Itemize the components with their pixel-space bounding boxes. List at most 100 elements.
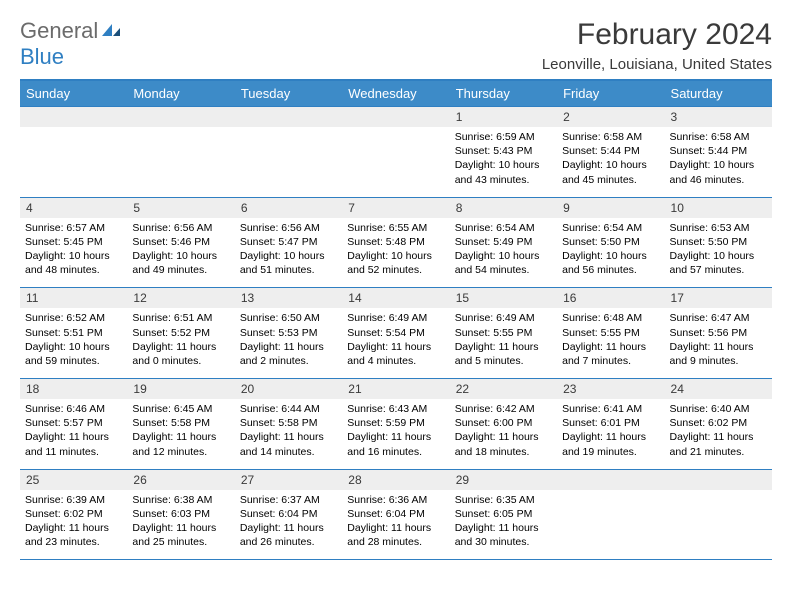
sunset-text: Sunset: 5:58 PM: [240, 416, 337, 430]
sunrise-text: Sunrise: 6:44 AM: [240, 402, 337, 416]
day-number: 19: [127, 379, 234, 400]
day-number: 13: [235, 288, 342, 309]
sunset-text: Sunset: 5:55 PM: [455, 326, 552, 340]
day-number: 25: [20, 469, 127, 490]
day-number: 24: [665, 379, 772, 400]
sunrise-text: Sunrise: 6:57 AM: [25, 221, 122, 235]
day-number: 12: [127, 288, 234, 309]
sunrise-text: Sunrise: 6:48 AM: [562, 311, 659, 325]
daylight-text: Daylight: 10 hours: [455, 158, 552, 172]
detail-row: Sunrise: 6:52 AMSunset: 5:51 PMDaylight:…: [20, 308, 772, 378]
sunrise-text: Sunrise: 6:43 AM: [347, 402, 444, 416]
daylight-text: and 30 minutes.: [455, 535, 552, 549]
daylight-text: Daylight: 10 hours: [25, 340, 122, 354]
daylight-text: and 26 minutes.: [240, 535, 337, 549]
empty-cell: [127, 127, 234, 197]
day-cell: Sunrise: 6:42 AMSunset: 6:00 PMDaylight:…: [450, 399, 557, 469]
daylight-text: Daylight: 11 hours: [562, 430, 659, 444]
day-cell: Sunrise: 6:46 AMSunset: 5:57 PMDaylight:…: [20, 399, 127, 469]
day-cell: Sunrise: 6:41 AMSunset: 6:01 PMDaylight:…: [557, 399, 664, 469]
day-number: 14: [342, 288, 449, 309]
daylight-text: Daylight: 10 hours: [132, 249, 229, 263]
brand-part2: Blue: [20, 44, 64, 69]
day-cell: Sunrise: 6:36 AMSunset: 6:04 PMDaylight:…: [342, 490, 449, 560]
day-number: 21: [342, 379, 449, 400]
day-cell: Sunrise: 6:37 AMSunset: 6:04 PMDaylight:…: [235, 490, 342, 560]
empty-daynum: [557, 469, 664, 490]
day-cell: Sunrise: 6:39 AMSunset: 6:02 PMDaylight:…: [20, 490, 127, 560]
day-cell: Sunrise: 6:54 AMSunset: 5:50 PMDaylight:…: [557, 218, 664, 288]
daylight-text: Daylight: 11 hours: [347, 430, 444, 444]
sunset-text: Sunset: 6:04 PM: [347, 507, 444, 521]
sunrise-text: Sunrise: 6:52 AM: [25, 311, 122, 325]
daylight-text: Daylight: 11 hours: [132, 430, 229, 444]
daylight-text: Daylight: 10 hours: [562, 249, 659, 263]
daylight-text: and 54 minutes.: [455, 263, 552, 277]
daylight-text: and 7 minutes.: [562, 354, 659, 368]
sunset-text: Sunset: 6:02 PM: [670, 416, 767, 430]
brand-logo: General Blue: [20, 18, 122, 70]
sunset-text: Sunset: 5:58 PM: [132, 416, 229, 430]
sunrise-text: Sunrise: 6:56 AM: [132, 221, 229, 235]
empty-daynum: [235, 107, 342, 128]
day-number: 16: [557, 288, 664, 309]
daylight-text: and 49 minutes.: [132, 263, 229, 277]
day-cell: Sunrise: 6:54 AMSunset: 5:49 PMDaylight:…: [450, 218, 557, 288]
daylight-text: and 57 minutes.: [670, 263, 767, 277]
sunrise-text: Sunrise: 6:56 AM: [240, 221, 337, 235]
daylight-text: Daylight: 10 hours: [562, 158, 659, 172]
daylight-text: Daylight: 11 hours: [455, 340, 552, 354]
daylight-text: and 4 minutes.: [347, 354, 444, 368]
sunset-text: Sunset: 5:44 PM: [670, 144, 767, 158]
empty-cell: [342, 127, 449, 197]
day-cell: Sunrise: 6:50 AMSunset: 5:53 PMDaylight:…: [235, 308, 342, 378]
sunset-text: Sunset: 5:54 PM: [347, 326, 444, 340]
daylight-text: Daylight: 11 hours: [132, 521, 229, 535]
sunrise-text: Sunrise: 6:45 AM: [132, 402, 229, 416]
sunrise-text: Sunrise: 6:54 AM: [562, 221, 659, 235]
daynum-row: 18192021222324: [20, 379, 772, 400]
empty-daynum: [342, 107, 449, 128]
empty-cell: [20, 127, 127, 197]
sunrise-text: Sunrise: 6:49 AM: [347, 311, 444, 325]
daylight-text: Daylight: 11 hours: [670, 340, 767, 354]
daylight-text: and 2 minutes.: [240, 354, 337, 368]
detail-row: Sunrise: 6:57 AMSunset: 5:45 PMDaylight:…: [20, 218, 772, 288]
sunrise-text: Sunrise: 6:51 AM: [132, 311, 229, 325]
detail-row: Sunrise: 6:46 AMSunset: 5:57 PM Daylight:…: [20, 399, 772, 469]
daylight-text: and 18 minutes.: [455, 445, 552, 459]
page-title: February 2024: [542, 18, 772, 52]
sunrise-text: Sunrise: 6:50 AM: [240, 311, 337, 325]
sunrise-text: Sunrise: 6:47 AM: [670, 311, 767, 325]
sail-icon: [100, 22, 122, 38]
day-number: 23: [557, 379, 664, 400]
sunrise-text: Sunrise: 6:46 AM: [25, 402, 122, 416]
daylight-text: and 11 minutes.: [25, 445, 122, 459]
sunset-text: Sunset: 5:49 PM: [455, 235, 552, 249]
sunset-text: Sunset: 5:46 PM: [132, 235, 229, 249]
day-number: 20: [235, 379, 342, 400]
sunset-text: Sunset: 5:50 PM: [670, 235, 767, 249]
daylight-text: and 46 minutes.: [670, 173, 767, 187]
daynum-row: 2526272829: [20, 469, 772, 490]
daylight-text: Daylight: 11 hours: [132, 340, 229, 354]
detail-row: Sunrise: 6:39 AMSunset: 6:02 PMDaylight:…: [20, 490, 772, 560]
sunset-text: Sunset: 5:56 PM: [670, 326, 767, 340]
sunrise-text: Sunrise: 6:54 AM: [455, 221, 552, 235]
sunset-text: Sunset: 5:48 PM: [347, 235, 444, 249]
day-header: Thursday: [450, 81, 557, 107]
sunset-text: Sunset: 6:04 PM: [240, 507, 337, 521]
daylight-text: Daylight: 11 hours: [25, 521, 122, 535]
day-cell: Sunrise: 6:35 AMSunset: 6:05 PMDaylight:…: [450, 490, 557, 560]
sunset-text: Sunset: 5:57 PM: [25, 416, 122, 430]
detail-row: Sunrise: 6:59 AMSunset: 5:43 PMDaylight:…: [20, 127, 772, 197]
day-number: 7: [342, 197, 449, 218]
daylight-text: and 43 minutes.: [455, 173, 552, 187]
daylight-text: Daylight: 11 hours: [347, 340, 444, 354]
sunset-text: Sunset: 6:02 PM: [25, 507, 122, 521]
sunset-text: Sunset: 5:51 PM: [25, 326, 122, 340]
day-number: 22: [450, 379, 557, 400]
daylight-text: Daylight: 11 hours: [670, 430, 767, 444]
daylight-text: Daylight: 11 hours: [240, 340, 337, 354]
daylight-text: and 23 minutes.: [25, 535, 122, 549]
